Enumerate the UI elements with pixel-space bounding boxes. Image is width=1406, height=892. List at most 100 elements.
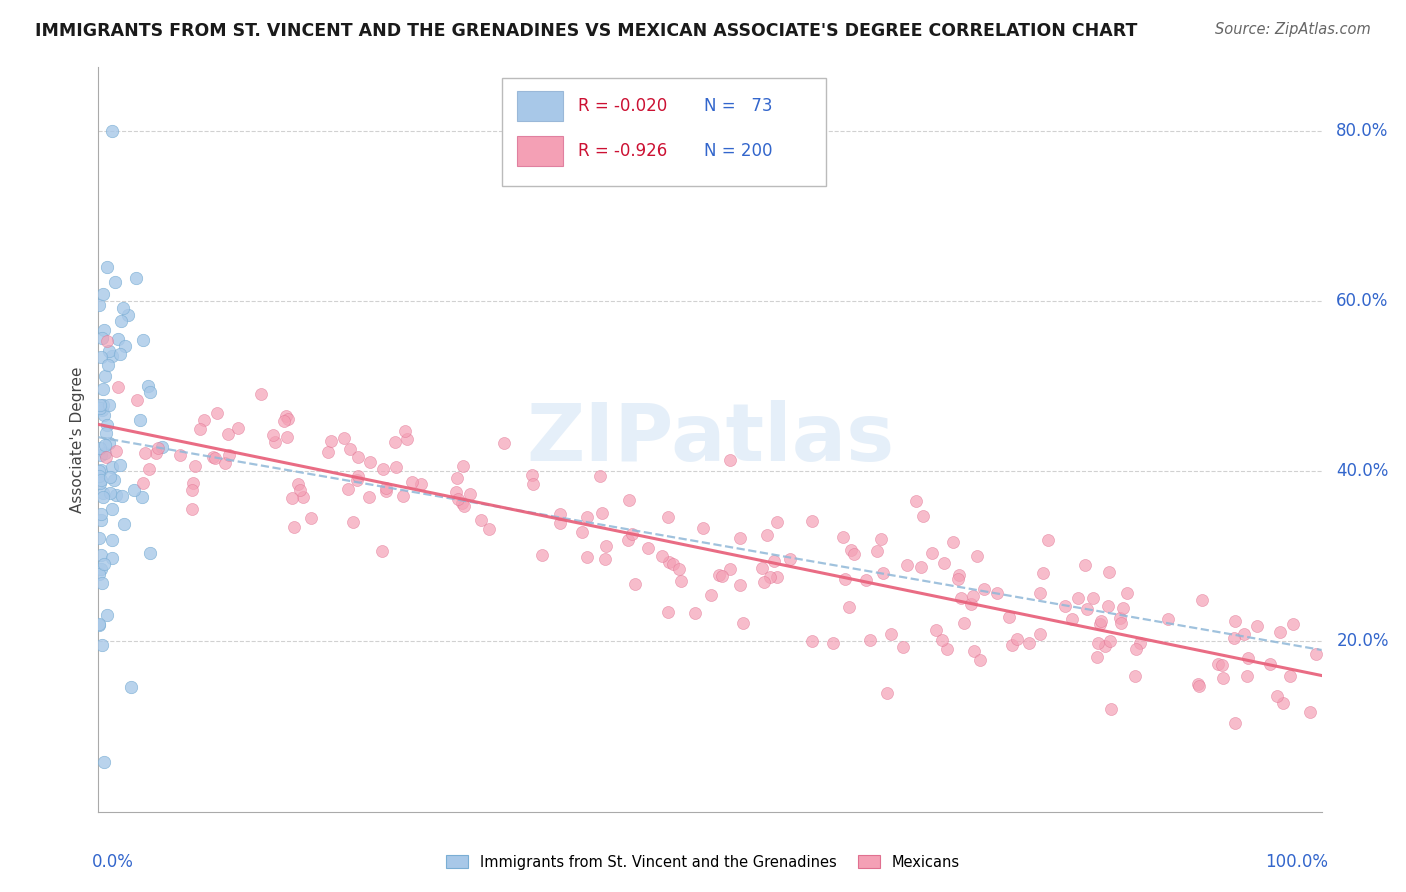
Point bbox=[548, 507, 571, 521]
Point bbox=[1085, 650, 1108, 665]
Point bbox=[94, 446, 117, 460]
Point bbox=[283, 520, 305, 534]
Point bbox=[401, 475, 423, 490]
Point bbox=[1111, 615, 1133, 630]
Point bbox=[710, 569, 733, 583]
Point bbox=[373, 462, 395, 476]
Point bbox=[90, 507, 112, 521]
Point bbox=[98, 469, 121, 483]
Point bbox=[319, 434, 342, 448]
Point bbox=[87, 469, 110, 483]
Point bbox=[193, 413, 215, 427]
Point bbox=[96, 450, 118, 464]
Point bbox=[89, 398, 111, 412]
Point bbox=[530, 548, 553, 562]
Point bbox=[90, 331, 112, 345]
Point bbox=[1067, 591, 1090, 606]
Point bbox=[96, 417, 118, 432]
Point bbox=[451, 496, 474, 510]
Point bbox=[342, 516, 364, 530]
Point bbox=[548, 516, 571, 530]
Point bbox=[114, 339, 136, 353]
Point bbox=[101, 533, 124, 547]
Point bbox=[93, 398, 115, 412]
Point bbox=[962, 589, 984, 603]
Point bbox=[762, 554, 785, 568]
Point bbox=[262, 427, 284, 442]
Point bbox=[89, 475, 111, 490]
Point bbox=[1074, 558, 1097, 572]
Point bbox=[730, 531, 752, 545]
Point bbox=[658, 555, 681, 569]
Point bbox=[921, 546, 943, 560]
Point bbox=[800, 514, 823, 528]
Point bbox=[100, 502, 122, 516]
Point bbox=[87, 298, 110, 312]
Point bbox=[394, 424, 416, 438]
Point bbox=[453, 499, 475, 513]
Text: 40.0%: 40.0% bbox=[1336, 462, 1389, 480]
Point bbox=[87, 566, 110, 581]
Point bbox=[1032, 566, 1054, 581]
Point bbox=[91, 490, 114, 504]
Point bbox=[1271, 696, 1294, 710]
Point bbox=[576, 550, 599, 565]
Point bbox=[1112, 601, 1135, 615]
Point bbox=[347, 469, 370, 483]
Point bbox=[94, 369, 117, 384]
Point bbox=[134, 446, 156, 460]
Point bbox=[91, 286, 114, 301]
Point bbox=[1090, 616, 1112, 631]
Point bbox=[107, 332, 129, 346]
Point bbox=[880, 626, 903, 640]
Text: 100.0%: 100.0% bbox=[1265, 853, 1327, 871]
Point bbox=[973, 582, 995, 597]
Point bbox=[1099, 702, 1122, 716]
Point bbox=[87, 531, 110, 545]
Point bbox=[765, 570, 787, 584]
Point bbox=[685, 606, 707, 620]
Point bbox=[136, 379, 159, 393]
Point bbox=[128, 413, 150, 427]
Point bbox=[97, 359, 120, 373]
Point bbox=[1029, 626, 1052, 640]
Point bbox=[986, 586, 1008, 600]
Point bbox=[870, 532, 893, 546]
Text: R = -0.926: R = -0.926 bbox=[578, 142, 668, 160]
Point bbox=[90, 403, 112, 417]
Point bbox=[333, 431, 356, 445]
Point bbox=[131, 490, 153, 504]
FancyBboxPatch shape bbox=[502, 78, 827, 186]
Point bbox=[800, 634, 823, 648]
Point bbox=[1237, 651, 1260, 665]
Point bbox=[859, 632, 882, 647]
Text: ZIPatlas: ZIPatlas bbox=[526, 401, 894, 478]
Point bbox=[148, 441, 170, 455]
Point bbox=[779, 552, 801, 566]
Point bbox=[844, 547, 866, 561]
Point bbox=[1223, 715, 1246, 730]
Point bbox=[90, 350, 112, 364]
Text: N =   73: N = 73 bbox=[704, 97, 772, 115]
Point bbox=[346, 450, 368, 464]
Point bbox=[1087, 635, 1109, 649]
Point bbox=[969, 653, 991, 667]
Point bbox=[385, 460, 408, 475]
Point bbox=[183, 476, 205, 491]
Point bbox=[936, 642, 959, 657]
FancyBboxPatch shape bbox=[517, 92, 564, 121]
Point bbox=[107, 379, 129, 393]
Point bbox=[1187, 677, 1209, 691]
Point bbox=[201, 450, 224, 464]
Point bbox=[218, 448, 240, 462]
Point bbox=[287, 477, 309, 491]
Point bbox=[145, 446, 167, 460]
Point bbox=[90, 562, 112, 576]
Point bbox=[384, 434, 406, 449]
Point bbox=[371, 543, 394, 558]
Point bbox=[214, 456, 236, 470]
Point bbox=[912, 509, 935, 524]
Point bbox=[111, 301, 134, 315]
Point bbox=[1097, 599, 1119, 614]
Point bbox=[1278, 669, 1301, 683]
